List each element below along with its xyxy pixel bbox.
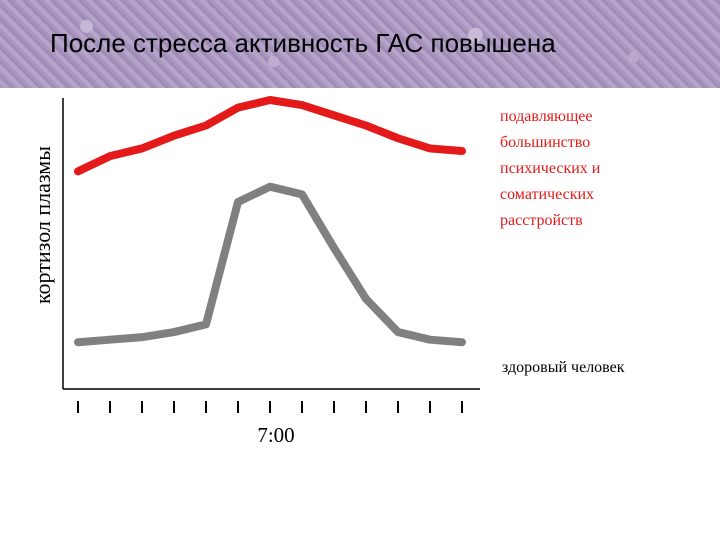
title-banner: После стресса активность ГАС повышена xyxy=(0,0,720,88)
series-label-disorders: соматических xyxy=(500,186,594,203)
series-labels: подавляющее большинство психических и сомат… xyxy=(500,108,625,376)
series-label-healthy: здоровый человек xyxy=(502,359,625,376)
series-line-disorders xyxy=(74,96,466,176)
series-label-disorders: расстройств xyxy=(500,212,583,229)
x-tick-label: 7:00 xyxy=(257,423,294,447)
series-line-healthy xyxy=(74,182,466,347)
page-title: После стресса активность ГАС повышена xyxy=(50,28,556,58)
series-label-disorders: подавляющее xyxy=(500,108,593,125)
cortisol-chart: кортизол плазмы 7:00 подавляющее большинс… xyxy=(30,96,625,447)
series-label-disorders: большинство xyxy=(500,134,590,151)
y-axis-label: кортизол плазмы xyxy=(30,146,55,304)
x-ticks: 7:00 xyxy=(77,401,463,447)
series-label-disorders: психических и xyxy=(500,160,601,177)
series-lines xyxy=(74,96,466,347)
